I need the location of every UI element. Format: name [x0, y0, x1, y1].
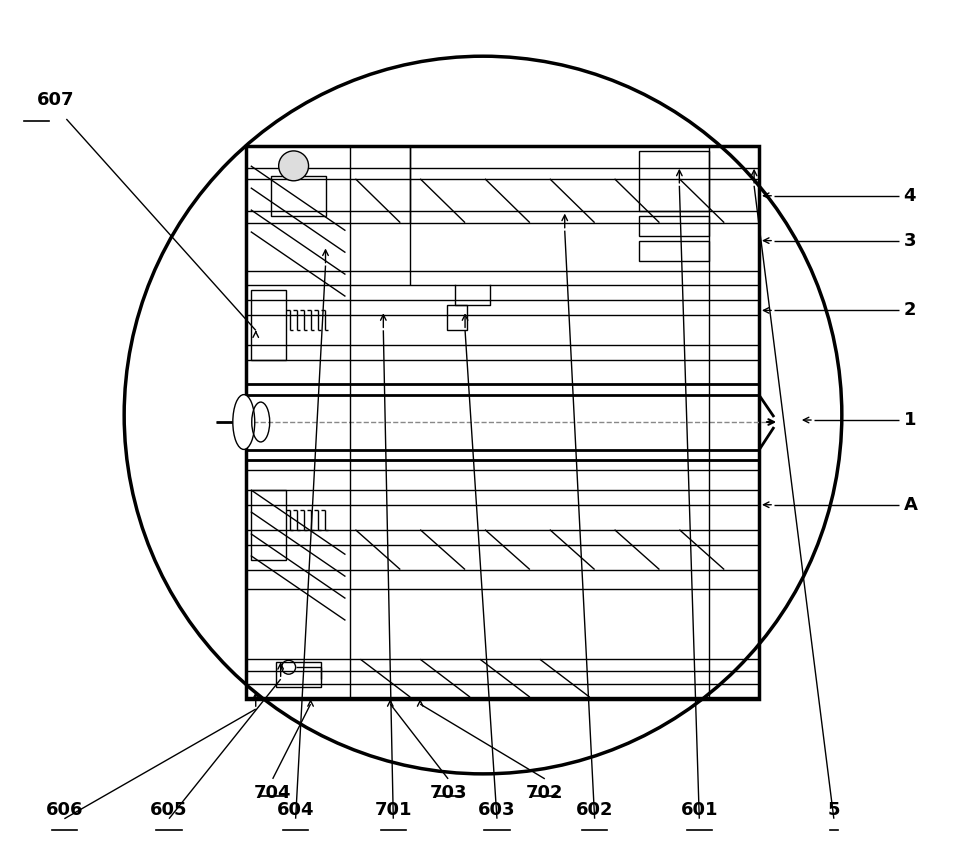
- Bar: [275, 663, 321, 687]
- Text: 703: 703: [429, 784, 467, 802]
- Text: 602: 602: [576, 801, 613, 819]
- Text: 701: 701: [375, 801, 412, 819]
- Text: 603: 603: [478, 801, 516, 819]
- Bar: [245, 146, 759, 699]
- Text: 604: 604: [277, 801, 314, 819]
- Text: 5: 5: [828, 801, 840, 819]
- Ellipse shape: [233, 395, 255, 450]
- Bar: [270, 176, 326, 215]
- Bar: [447, 305, 467, 330]
- Bar: [639, 215, 709, 236]
- Text: A: A: [903, 496, 918, 514]
- Text: 2: 2: [903, 301, 916, 320]
- Circle shape: [278, 150, 308, 180]
- Text: 704: 704: [254, 784, 292, 802]
- Text: 605: 605: [151, 801, 187, 819]
- Text: 3: 3: [903, 232, 916, 250]
- Text: 702: 702: [526, 784, 563, 802]
- Bar: [251, 490, 286, 559]
- Bar: [639, 240, 709, 261]
- Text: 607: 607: [37, 91, 74, 109]
- Text: 4: 4: [903, 186, 916, 204]
- Bar: [639, 150, 709, 210]
- Text: 1: 1: [903, 411, 916, 429]
- Text: 601: 601: [680, 801, 718, 819]
- Bar: [251, 291, 286, 360]
- Text: 606: 606: [45, 801, 83, 819]
